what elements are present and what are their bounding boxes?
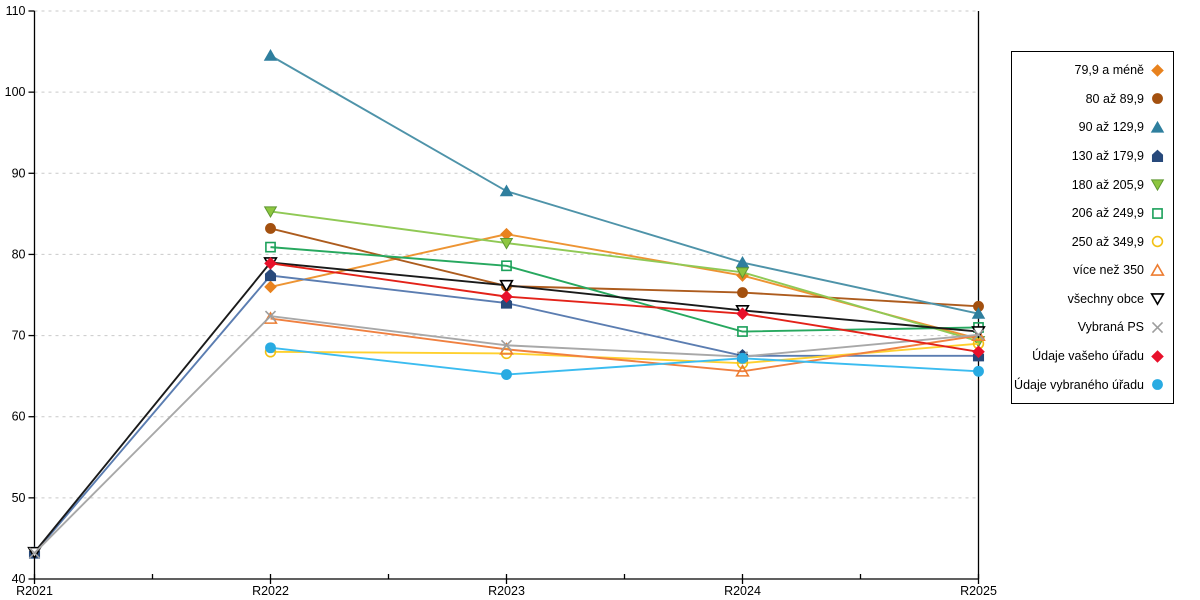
legend-item: 180 až 205,9 bbox=[1016, 177, 1165, 192]
y-tick-label: 80 bbox=[12, 247, 26, 261]
series-line bbox=[270, 346, 979, 376]
series-line bbox=[33, 274, 979, 554]
legend-marker-circle-icon bbox=[1151, 236, 1164, 248]
data-point bbox=[499, 237, 514, 250]
x-tick-label: R2022 bbox=[252, 584, 289, 598]
legend-marker-triangle-up-icon bbox=[1150, 120, 1165, 133]
legend-item: 130 až 179,9 bbox=[1016, 149, 1165, 164]
legend-label: 80 až 89,9 bbox=[1085, 91, 1144, 106]
legend-marker-diamond-icon bbox=[1151, 349, 1164, 363]
data-point bbox=[501, 369, 512, 380]
legend: 79,9 a méně 80 až 89,9 90 až 129,9 130 až 1… bbox=[1011, 51, 1174, 404]
legend-item: více než 350 bbox=[1016, 263, 1165, 278]
legend-marker-x-icon bbox=[1151, 321, 1164, 334]
legend-label: 250 až 349,9 bbox=[1071, 234, 1144, 249]
legend-marker-triangle-up-icon bbox=[1150, 263, 1165, 276]
legend-marker-pentagon-icon bbox=[1151, 149, 1164, 162]
data-point bbox=[499, 279, 514, 293]
data-point bbox=[737, 287, 748, 298]
legend-label: 90 až 129,9 bbox=[1078, 120, 1144, 135]
series-line bbox=[270, 233, 979, 340]
y-tick-label: 90 bbox=[12, 166, 26, 180]
series-line bbox=[270, 262, 979, 353]
data-point bbox=[499, 184, 514, 197]
legend-label: více než 350 bbox=[1073, 263, 1144, 278]
series-line bbox=[33, 315, 979, 554]
data-point bbox=[736, 307, 749, 320]
axes: 40 50 60 70 80 90 100 110 R2021 R2022 R2023 R2024 R2… bbox=[5, 4, 997, 598]
legend-marker-triangle-down-icon bbox=[1150, 179, 1165, 192]
data-point bbox=[737, 352, 748, 364]
gridlines bbox=[34, 10, 979, 499]
x-tick-label: R2021 bbox=[16, 584, 53, 598]
data-point bbox=[264, 310, 277, 322]
legend-item: 79,9 a méně bbox=[1016, 63, 1165, 78]
legend-label: všechny obce bbox=[1067, 291, 1144, 306]
series--daje-vybran-ho-adu bbox=[265, 342, 984, 380]
legend-item: Údaje vybraného úřadu bbox=[1014, 377, 1165, 392]
data-point bbox=[501, 260, 512, 272]
series-line bbox=[270, 317, 979, 373]
series-line bbox=[270, 227, 979, 308]
legend-label: 180 až 205,9 bbox=[1071, 177, 1144, 192]
legend-item: 206 až 249,9 bbox=[1016, 206, 1165, 221]
y-tick-label: 40 bbox=[12, 572, 26, 586]
data-point bbox=[500, 290, 513, 303]
data-point bbox=[735, 255, 750, 268]
series-250-až-349-9 bbox=[264, 337, 985, 369]
y-tick-label: 110 bbox=[6, 4, 26, 18]
series-90-až-129-9 bbox=[263, 49, 986, 319]
data-point bbox=[28, 547, 41, 559]
data-point bbox=[735, 364, 750, 377]
legend-item: 90 až 129,9 bbox=[1016, 120, 1165, 135]
legend-marker-triangle-down-icon bbox=[1150, 293, 1165, 307]
legend-marker-diamond-icon bbox=[1151, 63, 1164, 77]
legend-label: 206 až 249,9 bbox=[1071, 206, 1144, 221]
x-tick-label: R2025 bbox=[960, 584, 997, 598]
y-tick-label: 100 bbox=[5, 85, 26, 99]
x-tick-label: R2023 bbox=[488, 584, 525, 598]
data-point bbox=[265, 223, 276, 234]
legend-item: Vybraná PS bbox=[1016, 320, 1165, 335]
legend-marker-circle-icon bbox=[1152, 379, 1163, 391]
y-tick-label: 50 bbox=[12, 491, 26, 505]
data-point bbox=[972, 329, 985, 341]
data-point bbox=[264, 257, 277, 270]
data-point bbox=[264, 280, 277, 294]
data-point bbox=[735, 267, 750, 279]
y-tick-label: 70 bbox=[12, 329, 26, 343]
legend-marker-circle-icon bbox=[1152, 93, 1163, 105]
legend-label: 130 až 179,9 bbox=[1071, 149, 1144, 164]
legend-label: 79,9 a méně bbox=[1074, 63, 1145, 78]
data-point bbox=[972, 345, 985, 359]
data-point bbox=[737, 326, 748, 337]
data-point bbox=[263, 311, 278, 324]
data-point bbox=[265, 342, 276, 354]
y-tick-label: 60 bbox=[12, 410, 26, 424]
series-79-9-a-m-n- bbox=[264, 227, 985, 346]
legend-marker-square-icon bbox=[1152, 207, 1163, 219]
data-point bbox=[971, 307, 986, 319]
series-line bbox=[270, 54, 979, 315]
x-tick-label: R2024 bbox=[724, 584, 761, 598]
legend-item: 250 až 349,9 bbox=[1016, 234, 1165, 249]
legend-label: Údaje vybraného úřadu bbox=[1014, 377, 1144, 392]
series-line bbox=[270, 210, 979, 343]
legend-item: 80 až 89,9 bbox=[1016, 91, 1165, 106]
data-point bbox=[973, 365, 984, 377]
legend-label: Údaje vašeho úřadu bbox=[1032, 349, 1144, 364]
data-point bbox=[500, 339, 513, 351]
series--daje-va-eho-adu bbox=[264, 257, 985, 359]
legend-label: Vybraná PS bbox=[1077, 320, 1144, 335]
data-point bbox=[263, 49, 278, 61]
legend-item: Údaje vašeho úřadu bbox=[1016, 349, 1165, 364]
legend-item: všechny obce bbox=[1016, 291, 1165, 307]
data-point bbox=[264, 268, 277, 282]
data-point bbox=[265, 241, 276, 253]
data-point bbox=[263, 206, 278, 219]
